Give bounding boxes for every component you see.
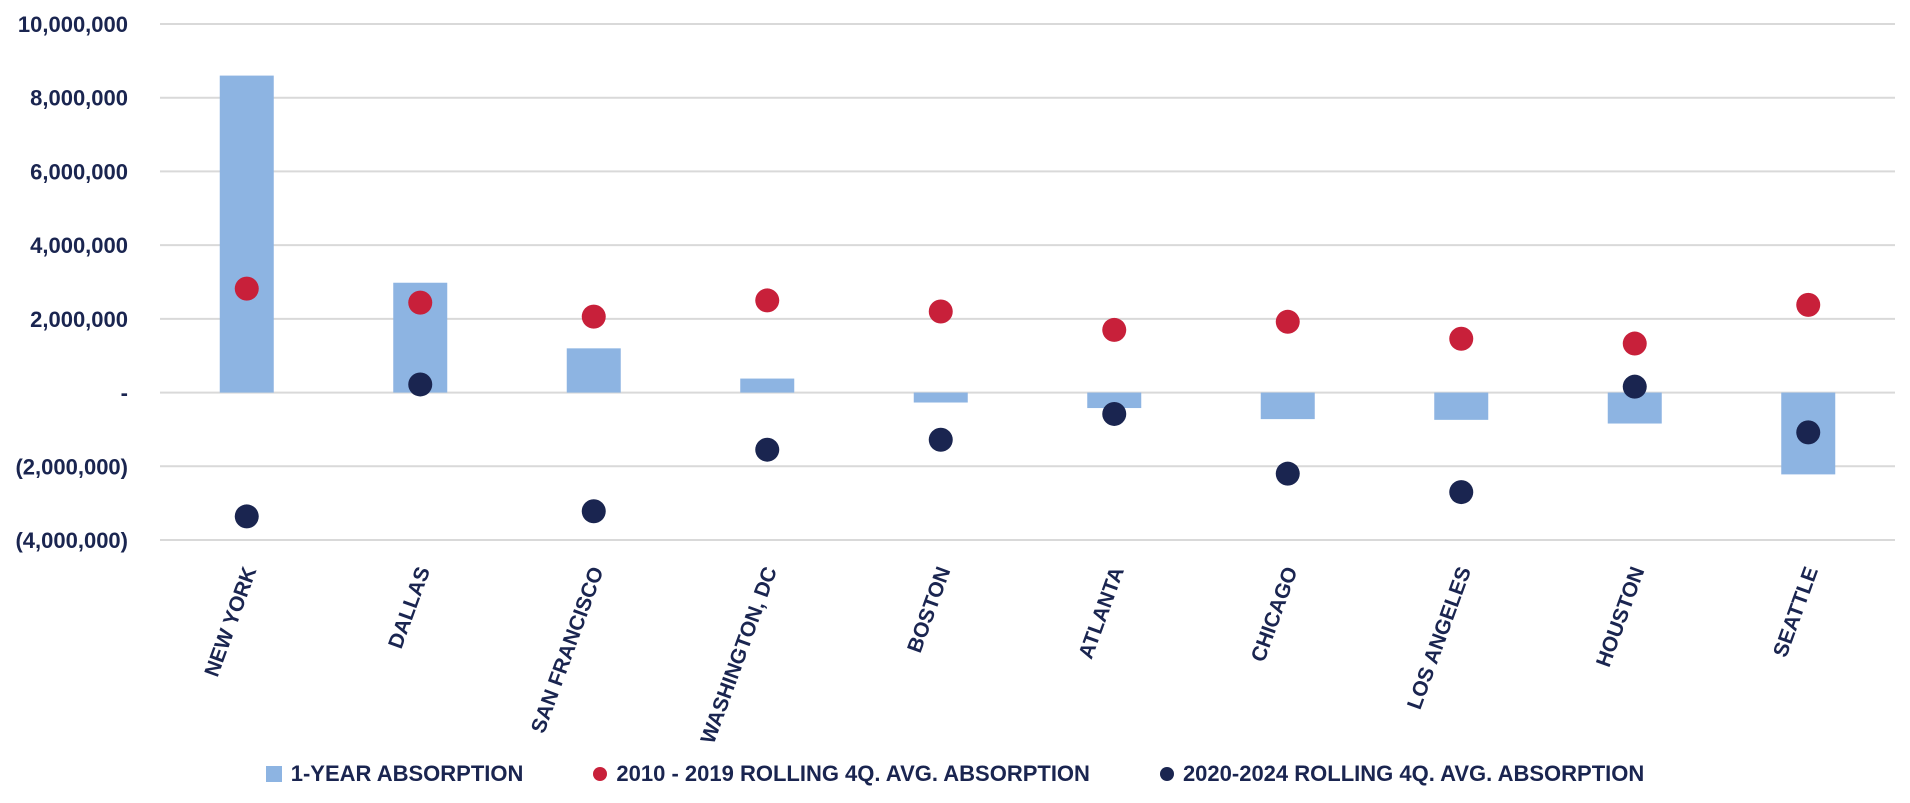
y-tick-label: - — [121, 381, 128, 406]
x-category-label: NEW YORK — [200, 564, 261, 680]
marker-2010-2019-avg — [1102, 317, 1127, 342]
gridlines — [160, 23, 1895, 541]
marker-series — [234, 276, 1821, 529]
legend-item-2020-2024: 2020-2024 ROLLING 4Q. AVG. ABSORPTION — [1159, 761, 1645, 787]
marker-2020-2024-avg — [755, 437, 780, 462]
x-axis-ticks: NEW YORK DALLAS SAN FRANCISCO WASHINGTON, D… — [200, 564, 1822, 747]
chart: 10,000,000 8,000,000 6,000,000 4,000,000 2,0… — [15, 12, 1895, 747]
marker-2010-2019-avg — [1449, 326, 1474, 351]
marker-2010-2019-avg — [755, 288, 780, 313]
marker-2020-2024-avg — [1622, 374, 1647, 399]
marker-2020-2024-avg — [1275, 461, 1300, 486]
legend: 1-YEAR ABSORPTION 2010 - 2019 ROLLING 4Q… — [0, 756, 1910, 792]
bar-1-year-absorption — [566, 348, 621, 393]
y-tick-label: (4,000,000) — [15, 528, 128, 553]
x-category-label: SAN FRANCISCO — [527, 564, 608, 736]
marker-2010-2019-avg — [1796, 292, 1821, 317]
bar-1-year-absorption — [740, 378, 795, 393]
marker-2020-2024-avg — [1102, 401, 1127, 426]
x-category-label: HOUSTON — [1592, 564, 1649, 670]
marker-2020-2024-avg — [234, 504, 259, 529]
bar-1-year-absorption — [219, 75, 274, 393]
y-tick-label: 2,000,000 — [30, 307, 128, 332]
y-tick-label: 8,000,000 — [30, 86, 128, 111]
x-category-label: DALLAS — [384, 564, 435, 652]
legend-item-1-year: 1-YEAR ABSORPTION — [265, 761, 524, 787]
marker-2010-2019-avg — [234, 276, 259, 301]
legend-label: 1-YEAR ABSORPTION — [290, 761, 524, 786]
marker-2020-2024-avg — [928, 427, 953, 452]
bar-1-year-absorption — [1434, 392, 1489, 420]
bar-1-year-absorption — [1260, 392, 1315, 420]
marker-2020-2024-avg — [581, 499, 606, 524]
bar-1-year-absorption — [1087, 392, 1142, 409]
y-tick-label: 4,000,000 — [30, 233, 128, 258]
marker-2010-2019-avg — [1622, 331, 1647, 356]
legend-item-2010-2019: 2010 - 2019 ROLLING 4Q. AVG. ABSORPTION — [593, 761, 1090, 787]
marker-2020-2024-avg — [1449, 480, 1474, 505]
marker-2020-2024-avg — [1796, 420, 1821, 445]
x-category-label: LOS ANGELES — [1403, 564, 1476, 713]
x-category-label: ATLANTA — [1074, 564, 1128, 662]
x-category-label: CHICAGO — [1247, 564, 1303, 665]
y-axis-ticks: 10,000,000 8,000,000 6,000,000 4,000,000 2,0… — [15, 12, 128, 553]
marker-2010-2019-avg — [1275, 309, 1300, 334]
marker-2010-2019-avg — [408, 290, 433, 315]
legend-swatch-bar — [265, 766, 282, 782]
marker-2010-2019-avg — [928, 299, 953, 324]
marker-2010-2019-avg — [581, 304, 606, 329]
y-tick-label: 6,000,000 — [30, 159, 128, 184]
marker-2020-2024-avg — [408, 372, 433, 397]
bar-1-year-absorption — [913, 392, 968, 403]
legend-label: 2020-2024 ROLLING 4Q. AVG. ABSORPTION — [1182, 761, 1645, 786]
x-category-label: SEATTLE — [1769, 564, 1823, 660]
x-category-label: WASHINGTON, DC — [697, 564, 782, 747]
y-tick-label: 10,000,000 — [18, 12, 128, 37]
legend-label: 2010 - 2019 ROLLING 4Q. AVG. ABSORPTION — [616, 761, 1090, 786]
legend-swatch-dot — [1159, 767, 1174, 781]
bar-series — [219, 75, 1836, 475]
x-category-label: BOSTON — [903, 564, 955, 656]
legend-swatch-dot — [593, 767, 608, 781]
y-tick-label: (2,000,000) — [15, 454, 128, 479]
